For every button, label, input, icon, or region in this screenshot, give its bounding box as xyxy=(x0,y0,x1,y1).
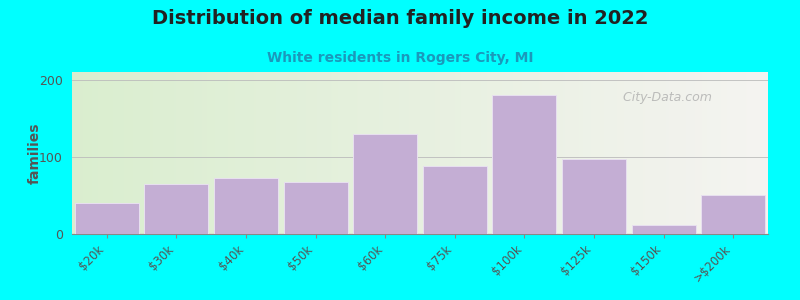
Bar xyxy=(631,225,696,234)
Text: Distribution of median family income in 2022: Distribution of median family income in … xyxy=(152,9,648,28)
Bar xyxy=(283,182,348,234)
Bar xyxy=(74,203,139,234)
Bar xyxy=(214,178,278,234)
Bar xyxy=(562,159,626,234)
Bar xyxy=(492,95,557,234)
Bar xyxy=(701,195,766,234)
Bar xyxy=(422,166,487,234)
Bar xyxy=(144,184,209,234)
Bar xyxy=(353,134,418,234)
Y-axis label: families: families xyxy=(28,122,42,184)
Text: White residents in Rogers City, MI: White residents in Rogers City, MI xyxy=(266,51,534,65)
Text: City-Data.com: City-Data.com xyxy=(615,92,712,104)
